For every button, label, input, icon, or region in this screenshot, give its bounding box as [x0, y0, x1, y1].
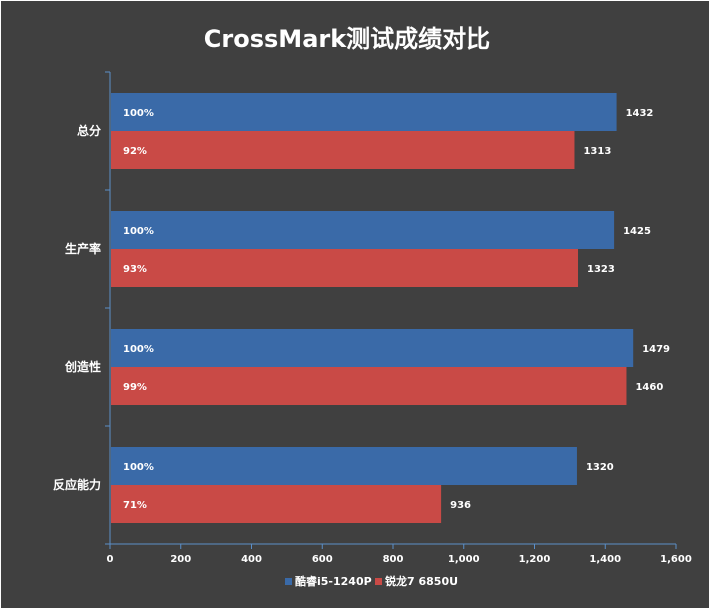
x-tick-label: 400	[241, 554, 262, 565]
legend-label: 锐龙7 6850U	[385, 574, 458, 588]
bar-percent-label: 100%	[123, 226, 154, 237]
bar-value-label: 1425	[623, 226, 651, 237]
legend: 酷睿i5-1240P 锐龙7 6850U	[285, 574, 458, 588]
bar	[111, 485, 442, 523]
bar-value-label: 1323	[587, 264, 615, 275]
bar-value-label: 1320	[586, 462, 614, 473]
x-tick-label: 800	[383, 554, 404, 565]
bar-percent-label: 100%	[123, 344, 154, 355]
bar-percent-label: 100%	[123, 108, 154, 119]
category-label: 生产率	[65, 241, 101, 256]
legend-swatch	[375, 578, 382, 585]
bar	[111, 131, 575, 169]
bar-value-label: 1460	[635, 382, 663, 393]
legend-label: 酷睿i5-1240P	[295, 574, 372, 588]
bar-value-label: 1479	[642, 344, 670, 355]
bar-percent-label: 71%	[123, 500, 147, 511]
legend-swatch	[285, 578, 292, 585]
category-label: 创造性	[64, 359, 101, 374]
bar-percent-label: 93%	[123, 264, 147, 275]
bar	[111, 329, 634, 367]
bar-percent-label: 92%	[123, 146, 147, 157]
bar-value-label: 936	[450, 500, 471, 511]
bar	[111, 447, 577, 485]
bar-percent-label: 99%	[123, 382, 147, 393]
bar-percent-label: 100%	[123, 462, 154, 473]
x-tick-label: 1,200	[519, 554, 551, 565]
x-tick-label: 1,400	[589, 554, 621, 565]
bar-value-label: 1313	[583, 146, 611, 157]
x-tick-label: 200	[170, 554, 191, 565]
x-tick-label: 1,600	[660, 554, 692, 565]
bars-group: 100% 1432 92% 1313 100% 1425 93% 1323 100% 1479 99…	[111, 93, 670, 523]
bar	[111, 249, 579, 287]
bar-value-label: 1432	[626, 108, 654, 119]
bar	[111, 93, 617, 131]
x-tick-label: 0	[107, 554, 114, 565]
category-label: 总分	[77, 123, 101, 138]
bar	[111, 211, 615, 249]
chart-title: CrossMark测试成绩对比	[204, 25, 490, 53]
category-label: 反应能力	[53, 477, 101, 492]
bar	[111, 367, 627, 405]
x-axis: 0 200 400 600 800 1,000 1,200 1,400 1,600	[105, 71, 692, 565]
x-tick-label: 600	[312, 554, 333, 565]
x-tick-label: 1,000	[448, 554, 480, 565]
